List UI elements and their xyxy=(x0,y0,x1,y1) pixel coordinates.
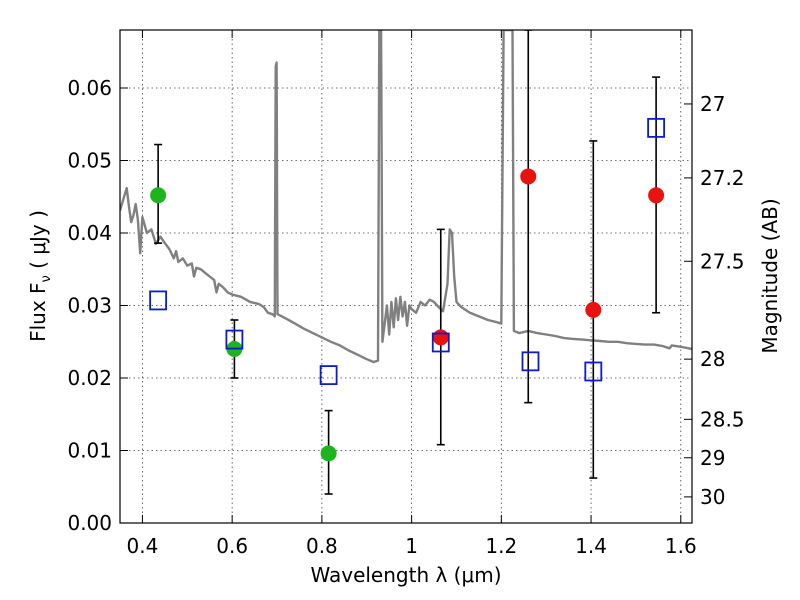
square-marker xyxy=(647,117,666,138)
y2-tick-labels: 27 27.2 27.5 28 28.5 29 30 xyxy=(700,92,745,509)
x-tick-label: 1.4 xyxy=(575,534,607,558)
y2-tick-label: 28.5 xyxy=(700,407,745,431)
circle-marker xyxy=(432,329,449,346)
sed-line xyxy=(120,30,692,364)
y2-tick-label: 27.5 xyxy=(700,249,745,273)
y-tick-label: 0.05 xyxy=(67,149,112,173)
x-axis-label: Wavelength λ (μm) xyxy=(310,563,501,587)
y-tick-label: 0.03 xyxy=(67,294,112,318)
circle-marker xyxy=(520,168,537,185)
circle-marker xyxy=(150,187,167,204)
x-tick-label: 0.6 xyxy=(216,534,248,558)
square-marker xyxy=(225,329,244,350)
y2-tick-label: 29 xyxy=(700,446,725,470)
y-tick-label: 0.01 xyxy=(67,439,112,463)
y-axis-label-sub: ν xyxy=(39,275,54,282)
y2-tick-label: 30 xyxy=(700,485,725,509)
square-marker xyxy=(149,290,168,311)
y2-tick-label: 27.2 xyxy=(700,166,745,190)
square-marker xyxy=(521,351,540,372)
y2-tick-label: 28 xyxy=(700,347,725,371)
y-tick-labels: 0.00 0.01 0.02 0.03 0.04 0.05 0.06 xyxy=(67,76,112,535)
x-tick-label: 1 xyxy=(405,534,418,558)
x-tick-label: 0.4 xyxy=(127,534,159,558)
square-marker xyxy=(584,361,603,382)
y-tick-label: 0.00 xyxy=(67,511,112,535)
grid xyxy=(120,30,692,524)
y-axis-label-main: Flux F xyxy=(26,282,50,341)
y2-axis-label: Magnitude (AB) xyxy=(758,198,782,353)
data-points xyxy=(149,117,666,462)
y-tick-label: 0.06 xyxy=(67,76,112,100)
x-tick-labels: 0.4 0.6 0.8 1 1.2 1.4 1.6 xyxy=(127,534,697,558)
circle-marker xyxy=(585,301,602,318)
square-marker xyxy=(319,365,338,386)
y-tick-label: 0.02 xyxy=(67,366,112,390)
x-tick-label: 0.8 xyxy=(306,534,338,558)
x-tick-label: 1.2 xyxy=(485,534,517,558)
model-spectrum xyxy=(120,30,692,364)
square-marker xyxy=(431,332,450,353)
plot-area xyxy=(120,30,692,523)
y-axis-label: Flux Fν ( μJy ) xyxy=(26,210,54,342)
y2-tick-label: 27 xyxy=(700,92,725,116)
x-tick-label: 1.6 xyxy=(665,534,697,558)
circle-marker xyxy=(648,187,665,204)
y-tick-label: 0.04 xyxy=(67,221,112,245)
circle-marker xyxy=(320,445,337,462)
y-axis-label-unit: ( μJy ) xyxy=(26,210,50,275)
axis-ticks xyxy=(120,30,692,524)
plot-frame xyxy=(119,29,693,524)
